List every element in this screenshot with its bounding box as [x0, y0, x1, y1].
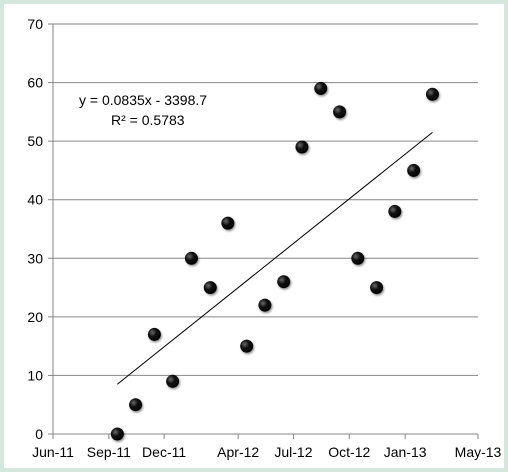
axes	[48, 23, 479, 439]
data-point	[221, 216, 235, 230]
data-point	[333, 105, 347, 119]
data-point	[351, 251, 365, 265]
trendline	[117, 131, 433, 385]
x-tick-label: Jun-11	[32, 444, 74, 460]
x-tick-label: Oct-12	[328, 444, 370, 460]
data-point	[147, 327, 161, 341]
trendline-r-squared: R² = 0.5783	[111, 112, 185, 128]
y-tick-label: 20	[27, 309, 43, 325]
data-point	[258, 298, 272, 312]
y-tick-label: 30	[27, 250, 43, 266]
data-point	[277, 275, 291, 289]
trendline-equation: y = 0.0835x - 3398.7	[79, 92, 207, 108]
y-tick-label: 60	[27, 75, 43, 91]
y-tick-label: 10	[27, 367, 43, 383]
y-tick-label: 70	[27, 16, 43, 32]
x-tick-label: Jan-13	[384, 444, 427, 460]
x-tick-label: Sep-11	[87, 444, 131, 460]
data-point	[129, 398, 143, 412]
y-tick-label: 50	[27, 133, 43, 149]
y-tick-label: 40	[27, 192, 43, 208]
data-point	[370, 281, 384, 295]
data-point	[407, 163, 421, 177]
tick-labels: 0 10 20 30 40 50 60 70 Jun-11 Sep-11 Dec-11 Apr-12 J…	[27, 16, 501, 460]
data-point	[240, 339, 254, 353]
data-point	[203, 281, 217, 295]
gridlines	[53, 23, 478, 376]
y-tick-label: 0	[35, 426, 43, 442]
data-point	[295, 140, 309, 154]
data-point	[314, 81, 328, 95]
trendline-group	[117, 131, 433, 385]
data-point	[184, 251, 198, 265]
x-tick-label: Jul-12	[274, 444, 312, 460]
data-point	[425, 87, 439, 101]
data-point	[110, 427, 124, 441]
data-points	[110, 81, 439, 441]
x-tick-label: Apr-12	[217, 444, 259, 460]
data-point	[166, 374, 180, 388]
chart-frame: 0 10 20 30 40 50 60 70 Jun-11 Sep-11 Dec-11 Apr-12 J…	[4, 4, 504, 468]
x-tick-label: Dec-11	[142, 444, 186, 460]
scatter-chart: 0 10 20 30 40 50 60 70 Jun-11 Sep-11 Dec-11 Apr-12 J…	[27, 16, 501, 460]
x-tick-label: May-13	[455, 444, 502, 460]
data-point	[388, 204, 402, 218]
